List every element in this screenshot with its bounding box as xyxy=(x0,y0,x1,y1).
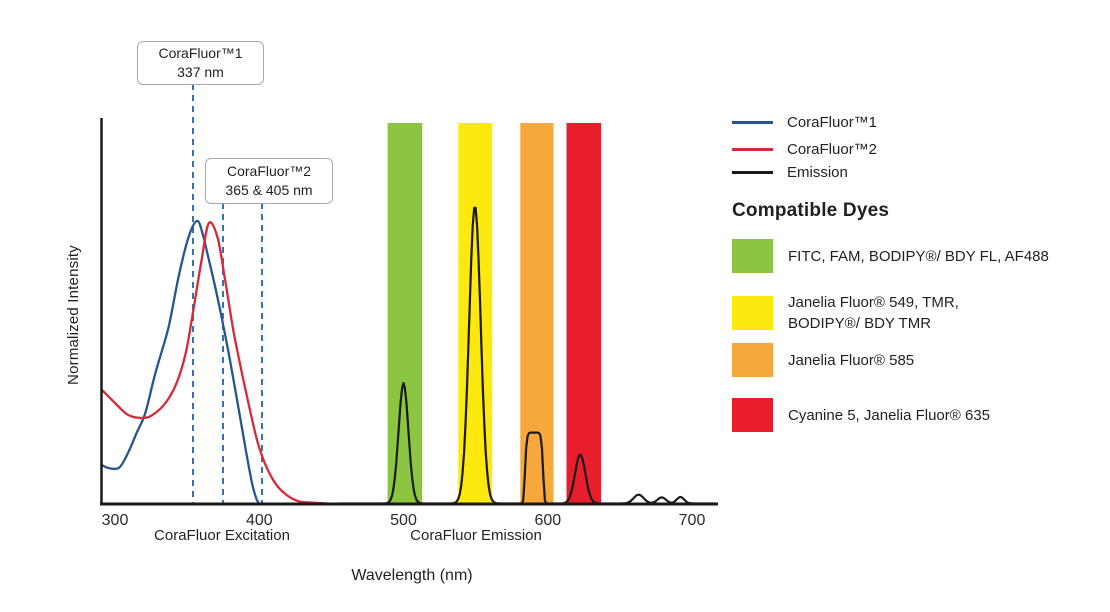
dye-item-green: FITC, FAM, BODIPY®/ BDY FL, AF488 xyxy=(732,239,1049,273)
legend-label-corafluor2: CoraFluor™2 xyxy=(787,140,878,158)
legend-item-corafluor1: CoraFluor™1 xyxy=(732,112,877,132)
legend-item-emission: Emission xyxy=(732,162,848,182)
legend-line-emission xyxy=(732,170,773,174)
legend-line-corafluor1 xyxy=(732,120,773,124)
compatible-dyes-heading: Compatible Dyes xyxy=(732,200,890,221)
filter-band-red xyxy=(566,123,602,503)
annotation-corafluor2: CoraFluor™2 365 & 405 nm xyxy=(205,158,333,204)
excitation-curve-2 xyxy=(100,221,330,505)
x-tick-600: 600 xyxy=(534,512,561,529)
dye-item-yellow: Janelia Fluor® 549, TMR, BODIPY®/ BDY TM… xyxy=(732,292,959,334)
x-axis-label: Wavelength (nm) xyxy=(351,567,473,584)
dye-swatch-red xyxy=(732,398,773,432)
dye-label-green: FITC, FAM, BODIPY®/ BDY FL, AF488 xyxy=(788,247,1049,265)
filter-band-green xyxy=(387,123,423,503)
annotation-corafluor2-name: CoraFluor™2 xyxy=(226,163,312,179)
annotation-corafluor1-name: CoraFluor™1 xyxy=(158,45,243,61)
y-axis-label: Normalized Intensity xyxy=(65,245,82,385)
legend-label-corafluor1: CoraFluor™1 xyxy=(787,113,878,131)
annotation-corafluor1: CoraFluor™1 337 nm xyxy=(137,41,264,85)
filter-band-orange xyxy=(520,123,554,503)
dye-item-red: Cyanine 5, Janelia Fluor® 635 xyxy=(732,398,990,432)
annotation-corafluor2-wavelength: 365 & 405 nm xyxy=(225,182,313,198)
dye-label-yellow: Janelia Fluor® 549, TMR, BODIPY®/ BDY TM… xyxy=(788,294,959,332)
dye-label-red: Cyanine 5, Janelia Fluor® 635 xyxy=(788,406,991,424)
excitation-curve-1 xyxy=(100,219,261,505)
x-section-label-excitation: CoraFluor Excitation xyxy=(154,527,290,544)
x-tick-300: 300 xyxy=(102,512,129,529)
annotation-corafluor1-wavelength: 337 nm xyxy=(177,64,224,80)
dye-swatch-orange xyxy=(732,343,773,377)
dye-swatch-green xyxy=(732,239,773,273)
dye-item-orange: Janelia Fluor® 585 xyxy=(732,343,914,377)
x-section-label-emission: CoraFluor Emission xyxy=(410,527,542,544)
dye-swatch-yellow xyxy=(732,296,773,330)
x-tick-400: 400 xyxy=(246,512,273,529)
legend-line-corafluor2 xyxy=(732,147,773,151)
legend-item-corafluor2: CoraFluor™2 xyxy=(732,139,877,159)
x-tick-700: 700 xyxy=(679,512,706,529)
legend-label-emission: Emission xyxy=(787,163,848,181)
x-tick-500: 500 xyxy=(390,512,417,529)
dye-label-orange: Janelia Fluor® 585 xyxy=(788,351,915,369)
